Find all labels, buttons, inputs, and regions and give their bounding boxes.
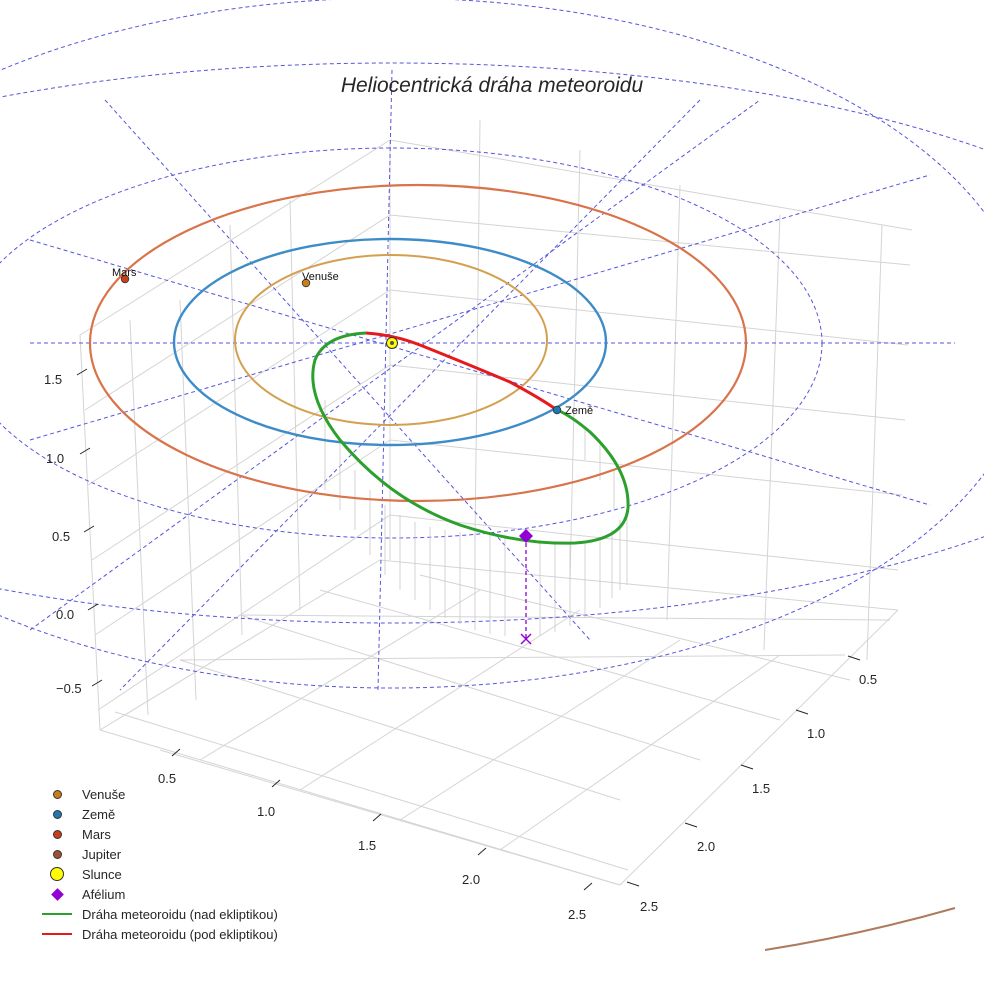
y-tick-label: 2.0: [697, 839, 715, 854]
venus-label: Venuše: [302, 271, 339, 283]
legend-item-sun: Slunce: [36, 864, 278, 884]
x-axis-ticks: [171, 748, 593, 891]
legend-item-jupiter: Jupiter: [36, 844, 278, 864]
legend-label: Dráha meteoroidu (nad ekliptikou): [82, 906, 278, 922]
legend: Venuše Země Mars Jupiter Slunce Afélium …: [36, 784, 278, 944]
z-tick-label: −0.5: [56, 681, 82, 696]
legend-label: Venuše: [82, 786, 126, 802]
mars-label: Mars: [112, 267, 137, 279]
jupiter-legend-dot-icon: [52, 849, 62, 859]
y-tick-label: 2.5: [640, 899, 658, 914]
z-tick-label: 1.5: [44, 372, 62, 387]
venus-marker-icon: [301, 278, 311, 288]
legend-label: Země: [82, 806, 116, 822]
legend-label: Dráha meteoroidu (pod ekliptikou): [82, 926, 278, 942]
aphelion-legend-diamond-icon: [50, 887, 64, 901]
venus-orbit: [234, 254, 548, 426]
projection-droplines: [324, 400, 628, 636]
y-tick-label: 1.0: [807, 726, 825, 741]
y-tick-label: 0.5: [859, 672, 877, 687]
x-tick-label: 2.0: [462, 872, 480, 887]
legend-label: Slunce: [82, 866, 122, 882]
earth-marker-icon: [552, 405, 562, 415]
jupiter-orbit: [764, 907, 956, 951]
earth-orbit: [172, 237, 608, 447]
legend-item-mars: Mars: [36, 824, 278, 844]
x-tick-label: 0.5: [158, 771, 176, 786]
green-line-swatch-icon: [42, 913, 72, 915]
y-axis-ticks: [626, 655, 861, 887]
mars-marker-icon: [120, 274, 130, 284]
legend-label: Mars: [82, 826, 111, 842]
z-axis-ticks: [76, 368, 103, 687]
legend-item-aphelion: Afélium: [36, 884, 278, 904]
legend-item-venus: Venuše: [36, 784, 278, 804]
legend-label: Afélium: [82, 886, 126, 902]
z-tick-label: 1.0: [46, 451, 64, 466]
legend-item-orbit-below: Dráha meteoroidu (pod ekliptikou): [36, 924, 278, 944]
aphelion-diamond-icon: [519, 529, 533, 543]
red-line-swatch-icon: [42, 933, 72, 935]
axes-grid: [79, 119, 913, 886]
legend-label: Jupiter: [82, 846, 122, 862]
venus-legend-dot-icon: [52, 789, 62, 799]
meteoroid-orbit-above: [311, 331, 630, 545]
sun-legend-dot-icon: [50, 867, 64, 881]
meteoroid-orbit-below: [365, 331, 558, 412]
legend-item-earth: Země: [36, 804, 278, 824]
aphelion-projection-x-icon: [520, 633, 532, 645]
legend-item-orbit-above: Dráha meteoroidu (nad ekliptikou): [36, 904, 278, 924]
chart-title: Heliocentrická dráha meteoroidu: [340, 74, 644, 97]
z-tick-label: 0.0: [56, 607, 74, 622]
y-tick-label: 1.5: [752, 781, 770, 796]
x-tick-label: 1.5: [358, 838, 376, 853]
earth-label: Země: [565, 405, 593, 417]
earth-legend-dot-icon: [52, 809, 62, 819]
mars-legend-dot-icon: [52, 829, 62, 839]
mars-orbit: [88, 183, 748, 503]
ecliptic-reference-grid: [0, 0, 984, 691]
x-tick-label: 2.5: [568, 907, 586, 922]
x-tick-label: 1.0: [257, 804, 275, 819]
z-tick-label: 0.5: [52, 529, 70, 544]
